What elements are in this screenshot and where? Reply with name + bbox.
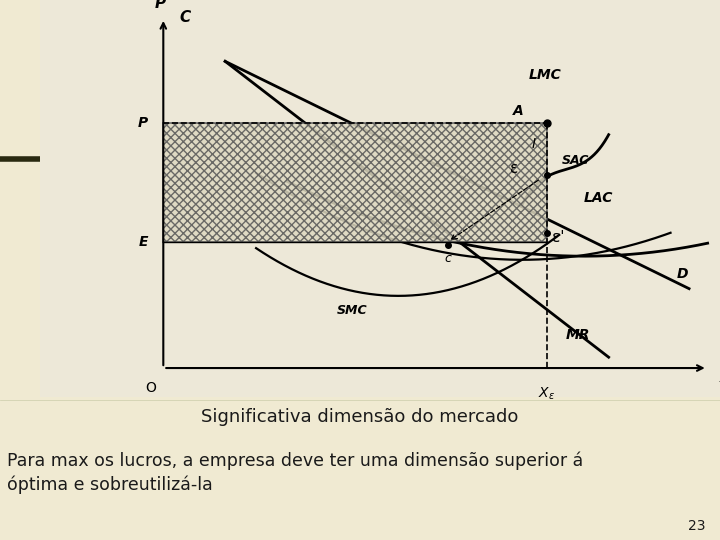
Text: C: C: [179, 10, 191, 25]
Text: O: O: [145, 381, 156, 395]
Text: ε': ε': [552, 230, 564, 245]
Bar: [163, 123, 546, 242]
Text: P: P: [138, 116, 148, 130]
Text: MR: MR: [565, 328, 590, 342]
Text: P: P: [155, 0, 166, 11]
Text: SAC: SAC: [562, 154, 590, 167]
Text: I: I: [531, 137, 536, 151]
Text: E: E: [138, 235, 148, 249]
Text: Significativa dimensão do mercado: Significativa dimensão do mercado: [202, 408, 518, 427]
Text: D: D: [677, 267, 688, 281]
Text: SMC: SMC: [336, 304, 367, 317]
Text: ε: ε: [510, 161, 518, 176]
Text: c: c: [445, 252, 451, 265]
Text: X$_ε$: X$_ε$: [539, 386, 555, 402]
Text: LMC: LMC: [528, 69, 561, 83]
Text: Para max os lucros, a empresa deve ter uma dimensão superior á
óptima e sobreuti: Para max os lucros, a empresa deve ter u…: [7, 451, 583, 494]
Text: A: A: [513, 104, 523, 118]
Text: 23: 23: [688, 519, 706, 533]
Text: LAC: LAC: [584, 191, 613, 205]
